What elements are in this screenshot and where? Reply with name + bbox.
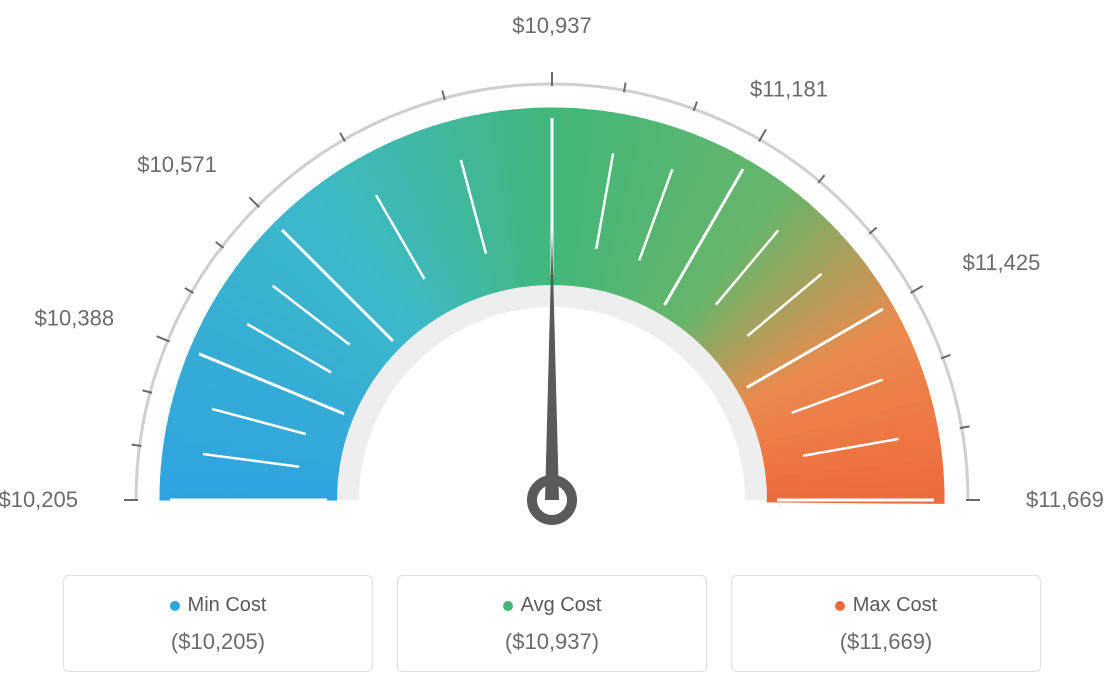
svg-text:$10,205: $10,205 <box>0 487 78 512</box>
legend-title-avg: Avg Cost <box>398 594 706 617</box>
cost-gauge-chart: $10,205 $10,388 $10,571 $10,937 $11,181 $11,4… <box>0 0 1104 690</box>
svg-text:$10,571: $10,571 <box>137 152 217 177</box>
svg-text:$11,425: $11,425 <box>962 250 1040 275</box>
gauge-area: $10,205 $10,388 $10,571 $10,937 $11,181 $11,4… <box>0 0 1104 560</box>
legend-value-min: ($10,205) <box>64 629 372 655</box>
legend-value-max: ($11,669) <box>732 629 1040 655</box>
legend-title-min: Min Cost <box>64 594 372 617</box>
legend-label: Min Cost <box>188 594 267 617</box>
legend-card-avg: Avg Cost ($10,937) <box>397 575 707 672</box>
legend-card-max: Max Cost ($11,669) <box>731 575 1041 672</box>
svg-text:$11,181: $11,181 <box>750 77 828 102</box>
dot-icon <box>503 601 513 611</box>
legend-title-max: Max Cost <box>732 594 1040 617</box>
dot-icon <box>170 601 180 611</box>
legend-card-min: Min Cost ($10,205) <box>63 575 373 672</box>
legend-value-avg: ($10,937) <box>398 629 706 655</box>
dot-icon <box>835 601 845 611</box>
gauge-svg: $10,205 $10,388 $10,571 $10,937 $11,181 $11,4… <box>0 0 1104 560</box>
svg-text:$10,388: $10,388 <box>35 306 115 331</box>
legend-label: Avg Cost <box>521 594 602 617</box>
legend-row: Min Cost ($10,205) Avg Cost ($10,937) Ma… <box>0 575 1104 672</box>
svg-text:$11,669: $11,669 <box>1026 487 1104 512</box>
legend-label: Max Cost <box>853 594 937 617</box>
svg-text:$10,937: $10,937 <box>512 13 592 38</box>
